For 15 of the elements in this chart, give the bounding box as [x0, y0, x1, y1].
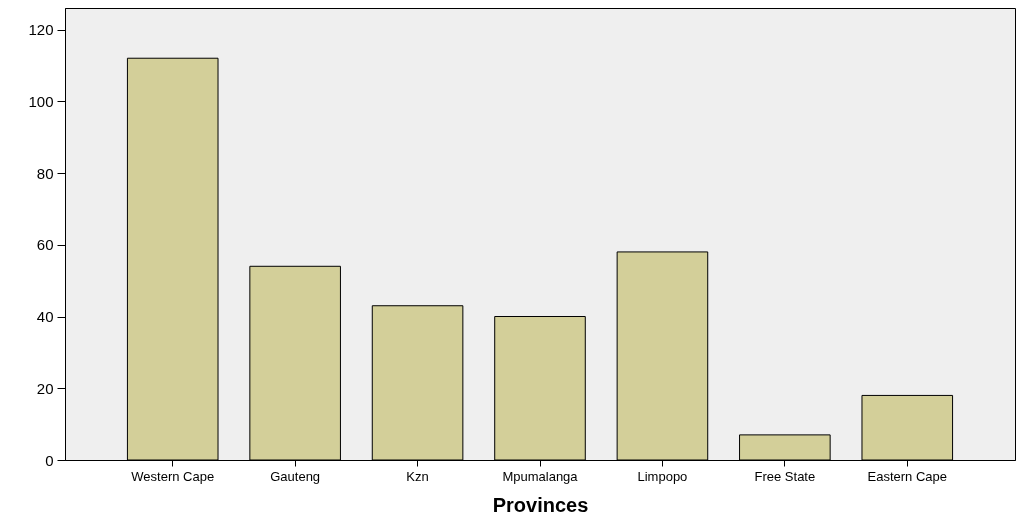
- y-tick-label: 40: [36, 308, 54, 326]
- y-tick-label: 0: [45, 451, 54, 469]
- x-tick-label: Kzn: [406, 468, 429, 484]
- x-tick-label: Western Cape: [131, 468, 215, 484]
- x-tick-label: Eastern Cape: [867, 468, 948, 484]
- x-tick-label: Gauteng: [270, 468, 321, 484]
- x-tick-label: Mpumalanga: [502, 468, 579, 484]
- y-tick-label: 20: [36, 379, 54, 397]
- y-tick-label: 60: [36, 236, 54, 254]
- y-tick-label: 100: [28, 92, 54, 110]
- x-tick-label: Limpopo: [637, 468, 688, 484]
- x-axis-title: Provinces: [492, 493, 589, 516]
- x-tick-label: Free State: [754, 468, 816, 484]
- y-tick-label: 80: [36, 164, 54, 182]
- y-tick-label: 120: [28, 21, 54, 39]
